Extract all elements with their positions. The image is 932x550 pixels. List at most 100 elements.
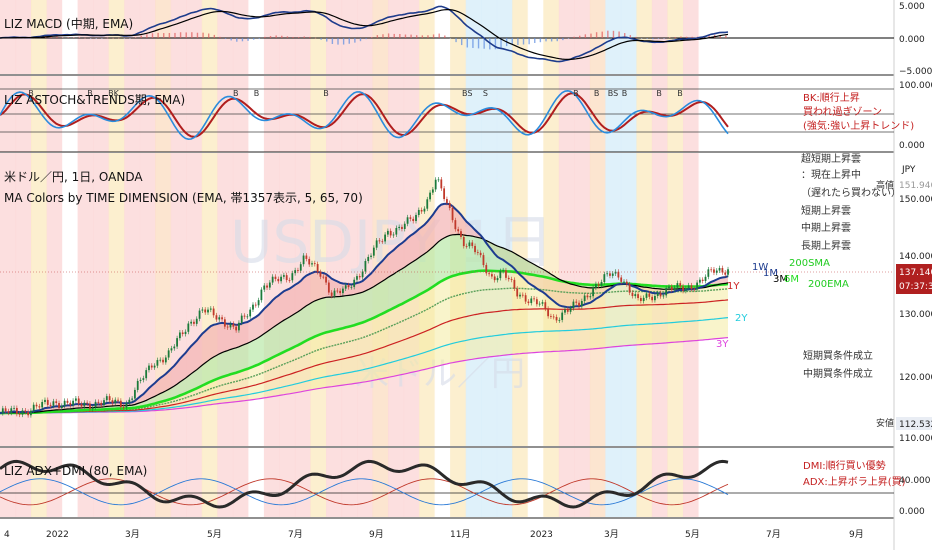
trend-band — [46, 448, 63, 517]
macd-histogram-bar — [410, 34, 412, 38]
trend-band — [419, 0, 436, 74]
ma-tag-2y: 2Y — [735, 313, 748, 324]
macd-histogram-bar — [685, 36, 688, 38]
macd-histogram-bar — [725, 35, 727, 38]
price-candle — [44, 397, 46, 405]
price-candle — [66, 398, 69, 406]
macd-histogram-bar — [269, 36, 272, 38]
trend-band — [450, 0, 467, 74]
trend-band — [372, 0, 389, 74]
legend-cloud-2: ：現在上昇中 — [801, 168, 861, 181]
macd-histogram-bar — [101, 38, 103, 39]
price-candle — [386, 228, 389, 238]
time-axis-tick-label: 5月 — [685, 529, 700, 540]
macd-axis-label-top: 5.000 — [899, 2, 925, 12]
stoch-marker: B — [573, 89, 579, 98]
adx-title: LIZ ADX+DMI (80, EMA) — [4, 464, 147, 478]
macd-histogram-bar — [460, 38, 463, 46]
trend-band — [170, 448, 187, 517]
macd-histogram-bar — [511, 38, 513, 45]
price-candle — [52, 398, 55, 409]
macd-histogram-bar — [663, 38, 665, 39]
trend-band — [124, 153, 141, 446]
price-candle — [375, 237, 378, 251]
price-candle — [521, 292, 524, 298]
price-candle — [656, 290, 659, 299]
price-candle — [240, 313, 243, 326]
time-axis-tick-label: 5月 — [207, 529, 222, 540]
trend-band — [620, 0, 637, 74]
macd-histogram-bar — [556, 38, 558, 42]
ma-tag-3y: 3Y — [716, 339, 729, 350]
macd-histogram-bar — [719, 34, 721, 38]
price-candle — [634, 291, 637, 299]
macd-histogram-bar — [78, 37, 81, 38]
macd-histogram-bar — [562, 38, 564, 41]
macd-histogram-bar — [56, 36, 58, 38]
macd-histogram-bar — [163, 33, 165, 38]
price-candle — [704, 274, 707, 284]
price-candle — [620, 275, 623, 285]
price-candle — [358, 273, 361, 280]
price-candle — [18, 411, 21, 418]
price-candle — [148, 363, 150, 373]
price-candle — [474, 243, 476, 255]
price-candle — [516, 286, 519, 299]
countdown: 07:37:33 — [899, 282, 932, 292]
price-candle — [254, 302, 257, 308]
macd-histogram-bar — [326, 38, 328, 42]
trend-band — [108, 153, 125, 446]
ma-200ema-line — [0, 269, 729, 415]
price-candle — [496, 275, 499, 283]
trend-band — [543, 448, 560, 517]
macd-histogram-bar — [342, 38, 345, 45]
trend-band — [465, 0, 482, 74]
price-candle — [701, 277, 704, 284]
price-candle — [535, 296, 538, 307]
price-candle — [642, 295, 645, 304]
trend-band — [294, 0, 311, 74]
macd-histogram-bar — [67, 37, 69, 38]
price-candle — [108, 393, 111, 403]
trend-band — [93, 0, 110, 74]
price-candle — [583, 293, 586, 304]
macd-histogram-bar — [264, 36, 266, 38]
price-candle — [507, 275, 510, 282]
trend-band — [589, 0, 606, 74]
price-candle — [89, 401, 91, 412]
stoch-title: LIZ ASTOCH&TRENDS期, EMA) — [4, 93, 185, 107]
adx-axis-label-0: 0.000 — [899, 507, 925, 517]
trend-band — [620, 448, 637, 517]
trend-band — [77, 448, 94, 517]
indicator-title: MA Colors by TIME DIMENSION (EMA, 帯1357表… — [4, 191, 363, 205]
stoch-legend-line-1: BK:順行上昇 — [803, 91, 860, 104]
price-candle — [260, 287, 263, 303]
trend-band — [589, 448, 606, 517]
price-candle — [198, 308, 201, 322]
price-candle — [617, 269, 620, 280]
macd-histogram-bar — [449, 38, 452, 39]
adx-legend-line-1: DMI:順行買い優勢 — [803, 459, 886, 472]
macd-histogram-bar — [399, 34, 401, 38]
price-candle — [479, 250, 482, 258]
price-candle — [15, 405, 18, 417]
stoch-marker: B — [233, 89, 239, 98]
stoch-legend-line-3: (強気:強い上昇トレンド) — [803, 119, 914, 132]
price-candle — [592, 285, 594, 299]
price-candle — [344, 282, 347, 292]
price-candle — [510, 276, 513, 283]
price-candle — [665, 285, 668, 298]
price-candle — [145, 367, 148, 381]
price-candle — [502, 267, 505, 274]
macd-signal-line — [0, 9, 729, 60]
macd-histogram-bar — [708, 35, 710, 38]
price-candle — [378, 237, 381, 244]
price-candle — [339, 288, 342, 296]
macd-axis-label-bottom: −5.000 — [899, 67, 932, 77]
macd-histogram-bar — [601, 31, 603, 38]
price-candle — [232, 321, 235, 330]
macd-histogram-bar — [522, 38, 525, 45]
price-candle — [117, 397, 119, 404]
macd-histogram-bar — [213, 34, 216, 38]
price-candle — [639, 295, 642, 304]
